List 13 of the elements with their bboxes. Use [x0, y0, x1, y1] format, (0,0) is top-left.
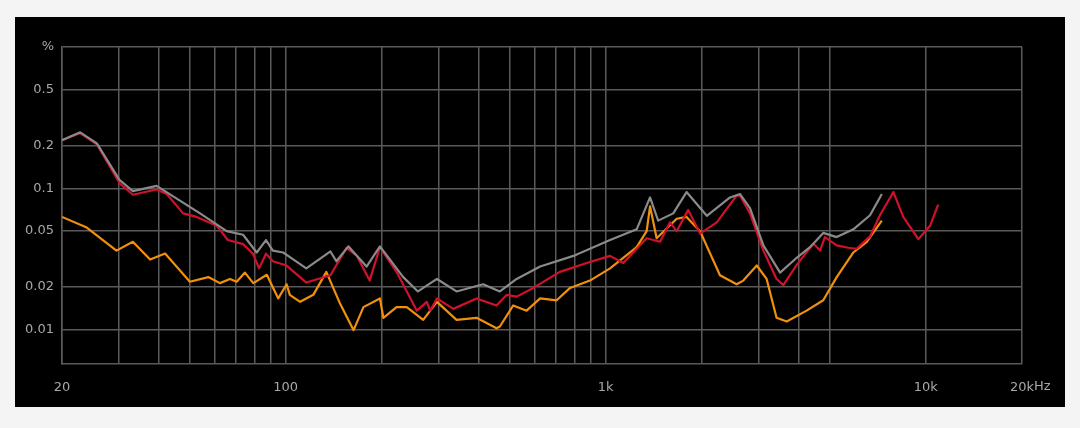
x-tick-label: 20 [53, 379, 71, 395]
x-tick-label: 1k [597, 379, 615, 395]
y-tick-label: % [41, 38, 54, 54]
x-tick-label: 100 [273, 379, 299, 395]
y-tick-label: 0.2 [33, 137, 54, 153]
y-tick-label: 0.5 [33, 80, 54, 96]
x-tick-label: 10k [913, 379, 939, 395]
y-tick-label: 0.01 [25, 320, 54, 336]
y-tick-label: 0.02 [25, 278, 54, 294]
y-tick-label: 0.1 [33, 179, 54, 195]
x-axis-title: Hz [1034, 377, 1051, 393]
x-tick-label: 20k [1009, 379, 1035, 395]
y-tick-label: 0.05 [25, 222, 54, 238]
